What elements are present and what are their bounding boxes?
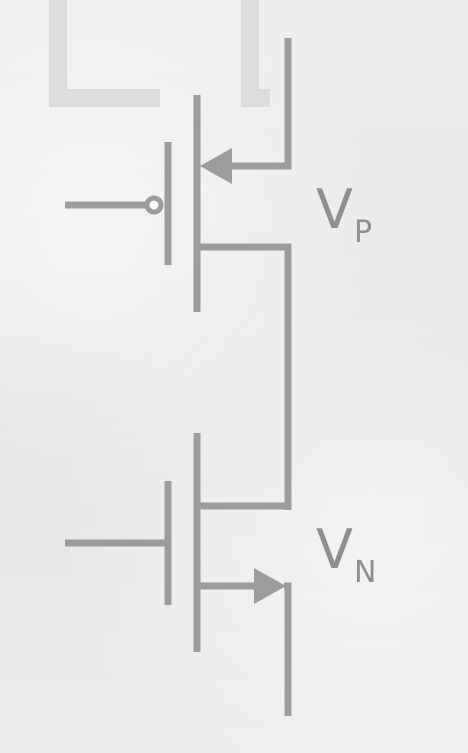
pmos-drain-wire bbox=[197, 243, 292, 332]
nmos-transistor bbox=[65, 433, 292, 716]
nmos-arrow-icon bbox=[254, 568, 286, 604]
vp-label-sub: P bbox=[354, 215, 372, 250]
pmos-arrow-icon bbox=[200, 148, 232, 184]
vp-label-main: V bbox=[316, 178, 353, 241]
pmos-source-wire bbox=[228, 38, 292, 170]
nmos-drain-wire bbox=[197, 502, 292, 510]
vn-label-main: V bbox=[316, 518, 353, 581]
nmos-source-wire bbox=[284, 582, 292, 716]
pmos-transistor bbox=[65, 38, 292, 332]
pmos-gate-bubble bbox=[144, 195, 164, 215]
vn-label-sub: N bbox=[354, 555, 376, 590]
background-ghost-mark bbox=[49, 0, 270, 107]
